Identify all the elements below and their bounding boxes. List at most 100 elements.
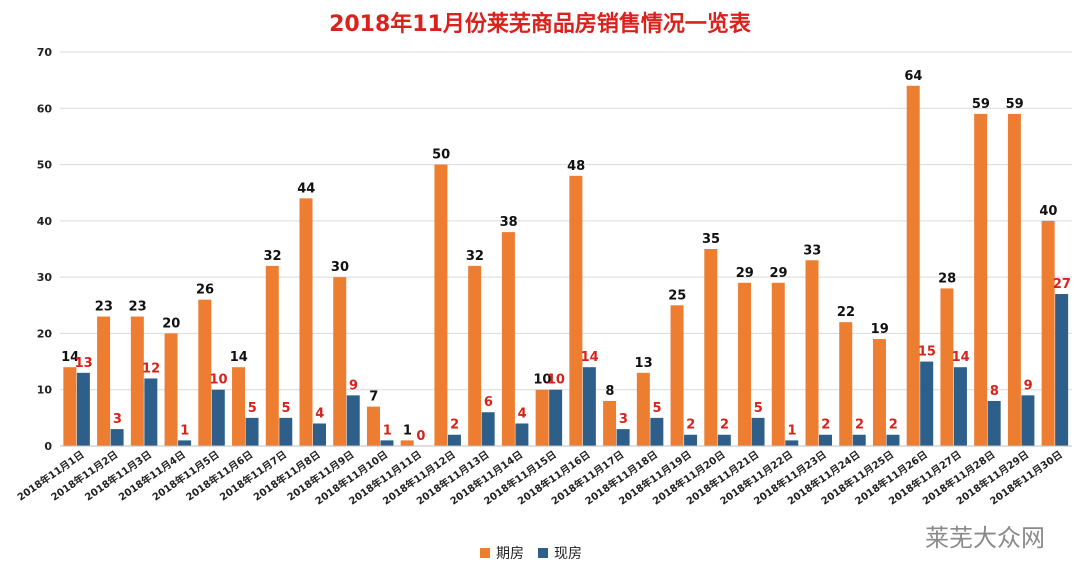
bar-futures: [434, 164, 448, 447]
data-label-futures: 32: [263, 249, 281, 264]
y-tick-label: 50: [37, 159, 53, 172]
data-label-futures: 14: [61, 350, 79, 365]
bar-existing: [886, 434, 900, 446]
data-label-futures: 28: [938, 271, 956, 286]
legend-label-futures: 期房: [496, 546, 524, 562]
bar-existing: [684, 434, 698, 446]
bar-futures: [771, 282, 785, 446]
data-label-futures: 38: [500, 215, 518, 230]
data-label-futures: 26: [196, 283, 214, 298]
bar-existing: [380, 440, 394, 446]
bar-futures: [400, 440, 414, 446]
data-label-futures: 22: [837, 305, 855, 320]
legend-label-existing: 现房: [554, 546, 582, 562]
data-label-futures: 25: [668, 288, 686, 303]
data-label-futures: 59: [972, 97, 990, 112]
bar-existing: [515, 423, 529, 446]
data-label-futures: 20: [162, 316, 180, 331]
data-label-existing: 12: [142, 361, 160, 376]
bar-existing: [819, 434, 832, 446]
legend-swatch-existing: [538, 548, 548, 558]
bar-existing: [953, 367, 967, 446]
data-label-existing: 3: [113, 412, 122, 427]
bar-existing: [751, 417, 765, 446]
bar-existing: [481, 412, 495, 446]
data-label-existing: 10: [210, 373, 228, 388]
data-label-futures: 29: [736, 266, 754, 281]
data-label-existing: 5: [754, 401, 763, 416]
bar-existing: [110, 429, 124, 446]
bar-futures: [501, 232, 515, 446]
data-label-existing: 1: [180, 423, 189, 438]
bar-existing: [346, 395, 360, 446]
bar-existing: [313, 423, 326, 446]
data-label-futures: 44: [297, 181, 315, 196]
y-tick-label: 10: [37, 384, 53, 397]
data-label-existing: 2: [720, 418, 729, 433]
bar-futures: [535, 389, 549, 446]
bar-futures: [333, 277, 347, 446]
bar-futures: [63, 367, 77, 446]
bar-futures: [805, 260, 819, 446]
y-tick-label: 30: [37, 271, 53, 284]
data-label-existing: 5: [653, 401, 662, 416]
bar-existing: [616, 429, 630, 446]
bar-existing: [717, 434, 731, 446]
data-label-existing: 27: [1053, 277, 1071, 292]
bar-futures: [872, 339, 886, 446]
data-label-futures: 13: [635, 356, 653, 371]
legend: 期房 现房: [480, 543, 582, 563]
data-label-futures: 48: [567, 159, 585, 174]
data-label-futures: 8: [605, 384, 614, 399]
bar-existing: [1055, 294, 1069, 446]
bar-futures: [603, 400, 617, 446]
bar-futures: [940, 288, 954, 446]
data-label-existing: 10: [547, 373, 565, 388]
data-label-existing: 14: [581, 350, 599, 365]
data-label-futures: 32: [466, 249, 484, 264]
data-label-existing: 1: [787, 423, 796, 438]
bar-futures: [130, 316, 144, 446]
y-tick-label: 70: [37, 46, 53, 59]
bar-futures: [265, 265, 279, 446]
bar-futures: [1007, 113, 1021, 447]
data-label-existing: 0: [416, 429, 425, 444]
data-label-existing: 13: [75, 356, 93, 371]
bar-futures: [97, 316, 111, 446]
data-label-existing: 9: [349, 378, 358, 393]
data-label-futures: 35: [702, 232, 720, 247]
data-label-existing: 2: [821, 418, 830, 433]
data-label-existing: 4: [518, 406, 527, 421]
legend-item-existing: 现房: [538, 543, 582, 563]
data-label-futures: 59: [1006, 97, 1024, 112]
bar-futures: [198, 299, 212, 446]
bar-futures: [164, 333, 178, 446]
data-label-existing: 6: [484, 395, 493, 410]
data-label-existing: 9: [1024, 378, 1033, 393]
data-label-existing: 4: [315, 406, 324, 421]
bar-futures: [906, 85, 920, 447]
bar-futures: [670, 305, 684, 446]
y-tick-label: 40: [37, 215, 53, 228]
data-label-existing: 14: [952, 350, 970, 365]
data-label-existing: 2: [889, 418, 898, 433]
data-label-existing: 2: [686, 418, 695, 433]
data-label-existing: 1: [383, 423, 392, 438]
bar-futures: [366, 406, 380, 446]
legend-swatch-futures: [480, 548, 490, 558]
data-label-futures: 23: [95, 300, 113, 315]
bar-existing: [144, 378, 158, 446]
watermark-text: 莱芜大众网: [925, 524, 1045, 552]
bar-futures: [232, 367, 246, 446]
bar-existing: [211, 389, 225, 446]
chart-title: 2018年11月份莱芜商品房销售情况一览表: [329, 12, 751, 37]
bar-existing: [76, 372, 90, 446]
bar-existing: [582, 367, 596, 446]
bar-existing: [852, 434, 866, 446]
y-tick-label: 20: [37, 327, 53, 340]
y-tick-label: 0: [44, 440, 52, 453]
data-label-existing: 3: [619, 412, 628, 427]
bar-futures: [468, 265, 482, 446]
data-label-existing: 2: [855, 418, 864, 433]
